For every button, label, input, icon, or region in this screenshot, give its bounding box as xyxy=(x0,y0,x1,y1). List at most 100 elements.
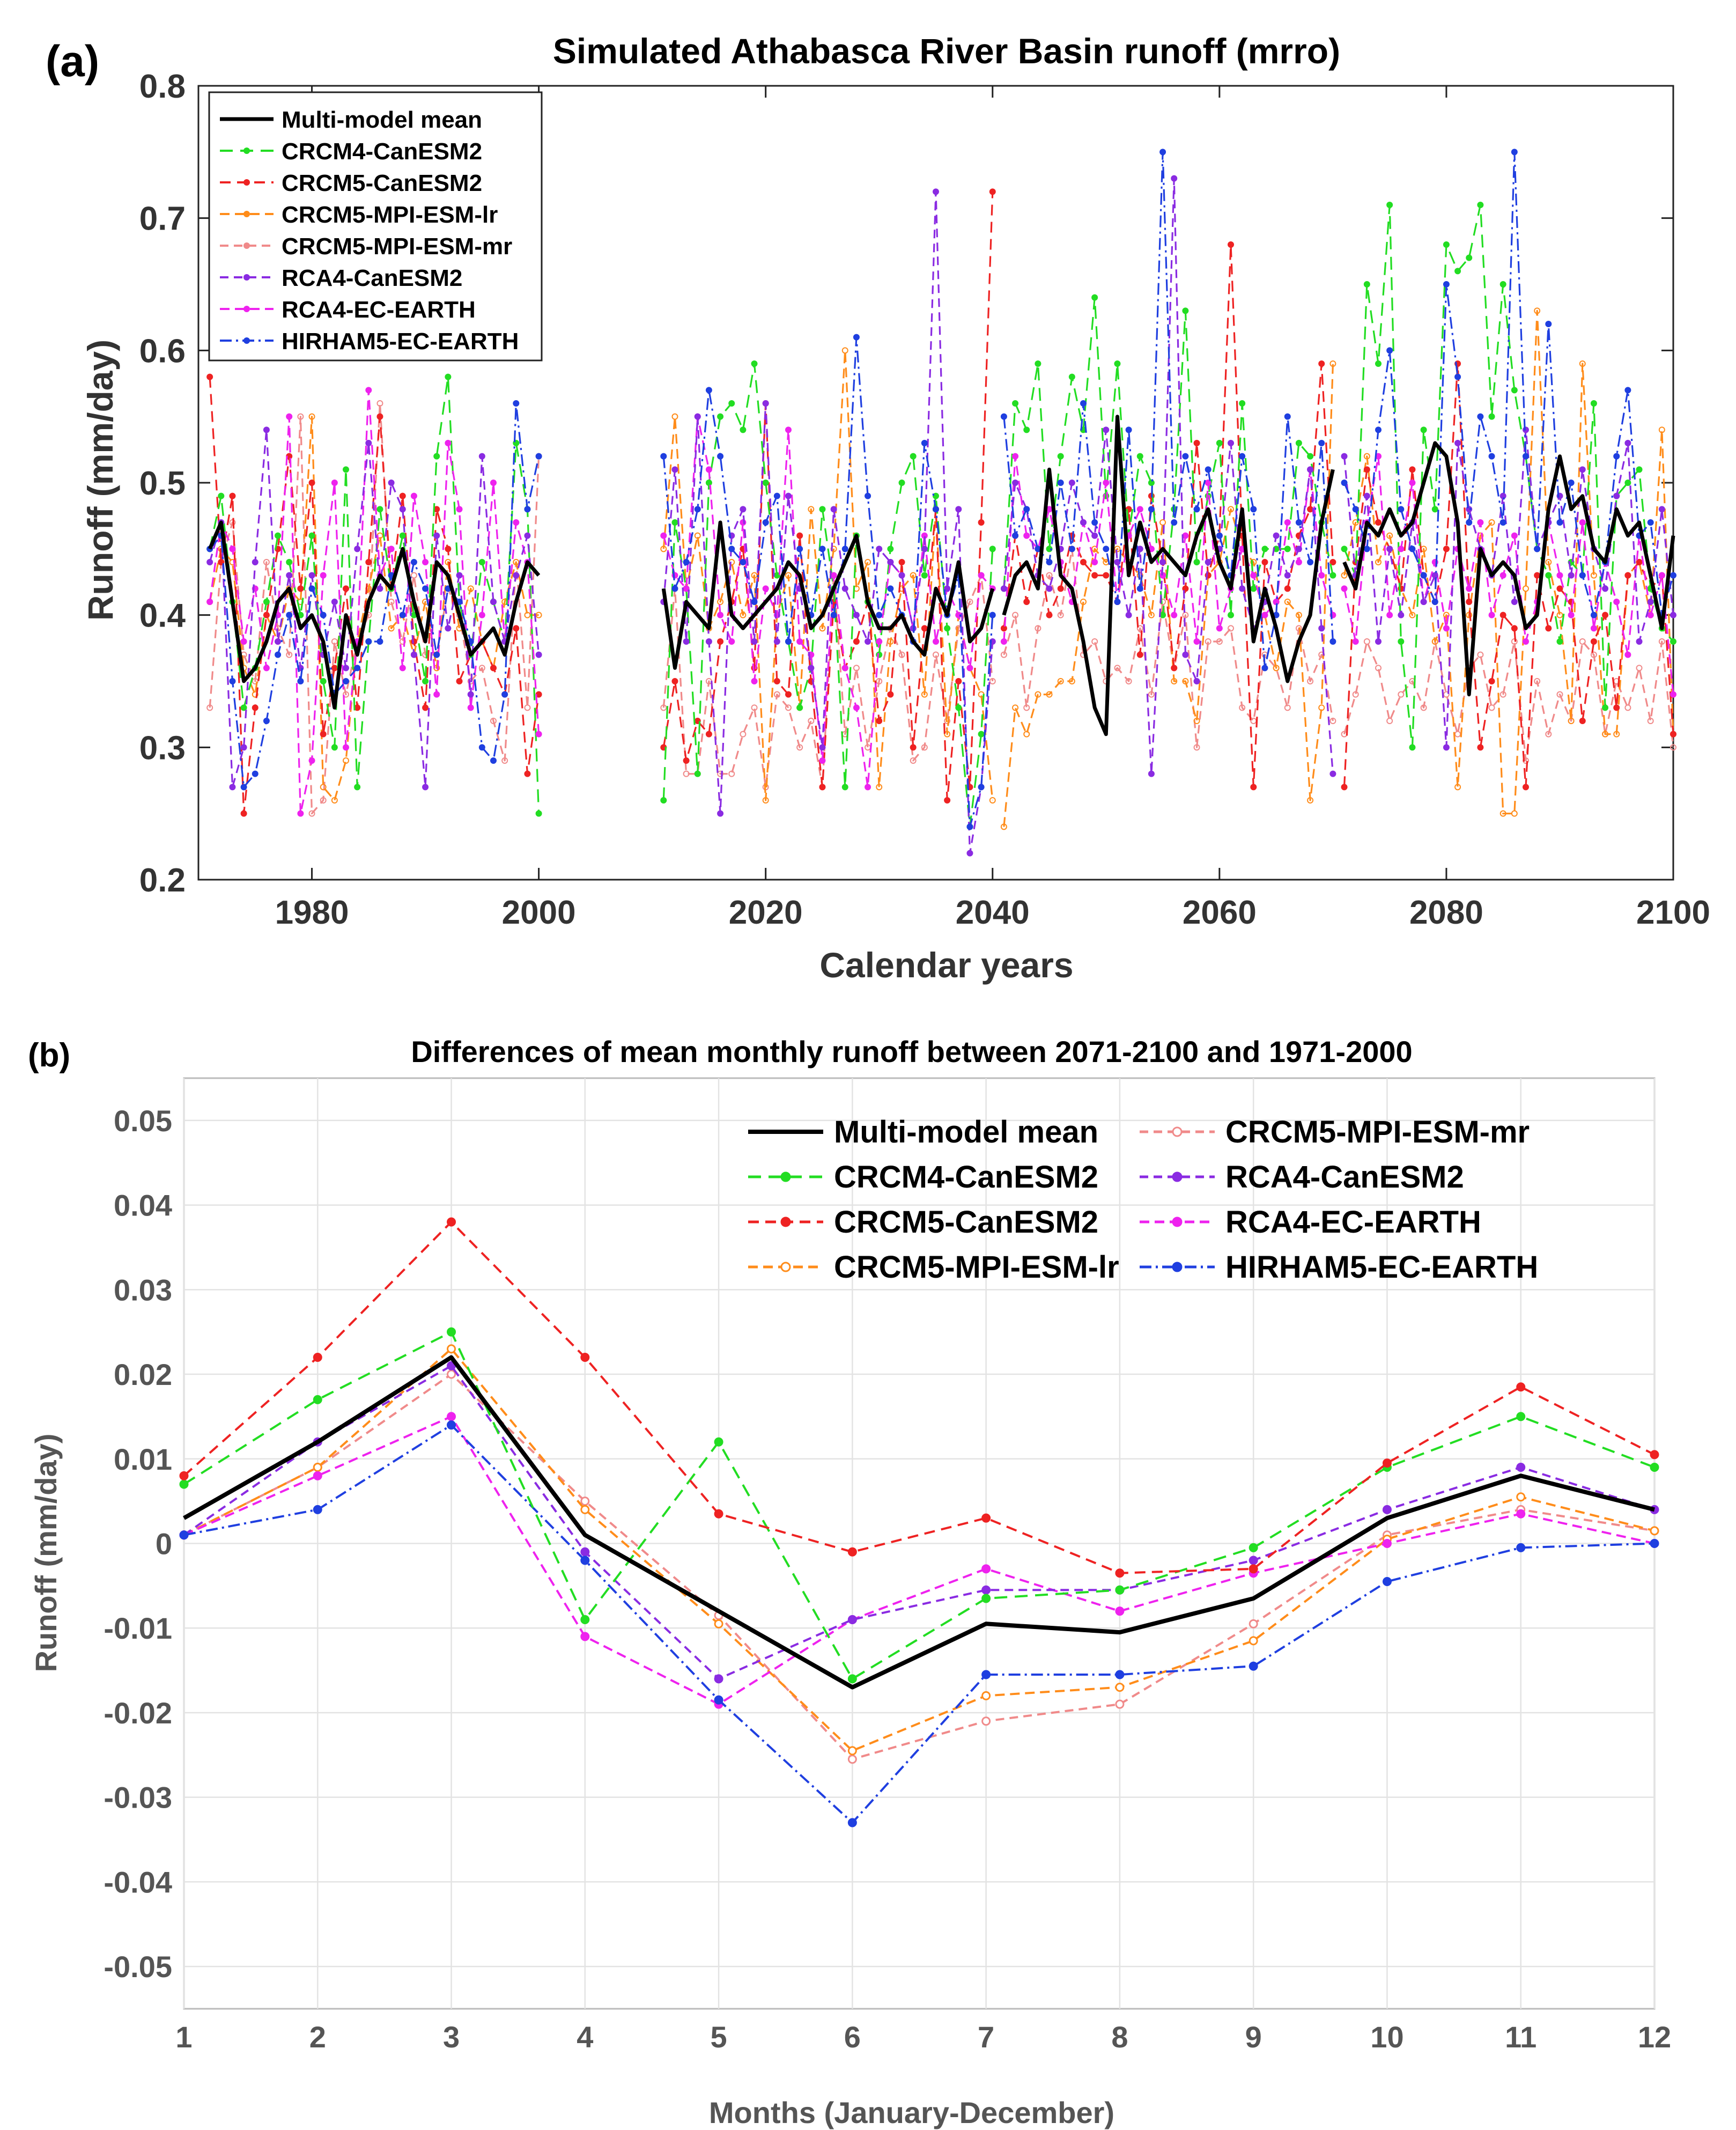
panel-a-point-crcm5-mpi-esm-mr xyxy=(1534,678,1541,684)
panel-a-point-hirham5-ec-earth xyxy=(1193,506,1200,513)
panel-b-legend-marker-rca4-canesm2 xyxy=(1172,1171,1183,1182)
panel-a-point-crcm5-mpi-esm-lr xyxy=(1091,546,1098,552)
panel-a-point-crcm5-canesm2 xyxy=(354,704,361,711)
panel-a-line-rca4-canesm2 xyxy=(662,190,994,854)
panel-a-point-hirham5-ec-earth xyxy=(1114,599,1121,605)
panel-a-point-hirham5-ec-earth xyxy=(343,678,349,684)
panel-b-line-crcm5-canesm2 xyxy=(183,1221,1655,1574)
panel-a-point-rca4-canesm2 xyxy=(865,638,871,645)
panel-a-point-rca4-canesm2 xyxy=(1398,611,1405,618)
panel-a-series-crcm4-canesm2 xyxy=(206,202,1676,830)
panel-b-point-crcm5-canesm2 xyxy=(1650,1450,1659,1460)
panel-b-point-crcm4-canesm2 xyxy=(1115,1585,1125,1595)
panel-a-point-rca4-ec-earth xyxy=(433,691,440,698)
panel-a-point-rca4-ec-earth xyxy=(490,480,497,486)
panel-b-point-crcm5-canesm2 xyxy=(1115,1568,1125,1578)
panel-a-point-rca4-canesm2 xyxy=(1239,585,1246,592)
panel-a-point-crcm5-mpi-esm-lr xyxy=(1046,691,1053,698)
panel-a-point-crcm5-mpi-esm-lr xyxy=(1000,823,1007,830)
panel-a-point-crcm5-mpi-esm-lr xyxy=(1511,810,1518,817)
panel-a-point-crcm5-canesm2 xyxy=(1534,572,1541,579)
panel-a-point-rca4-canesm2 xyxy=(1284,572,1291,579)
panel-a-xtick-label: 2080 xyxy=(1409,894,1483,931)
panel-a-point-crcm5-mpi-esm-lr xyxy=(1568,718,1575,724)
panel-a-point-rca4-canesm2 xyxy=(263,426,270,433)
panel-a-point-crcm5-canesm2 xyxy=(376,413,383,420)
panel-b-point-hirham5-ec-earth xyxy=(1650,1539,1659,1548)
panel-a-legend-label-crcm5-mpi-esm-lr: CRCM5-MPI-ESM-lr xyxy=(282,202,498,228)
panel-a-point-crcm5-canesm2 xyxy=(921,625,928,632)
panel-a-point-crcm5-canesm2 xyxy=(1171,665,1178,672)
panel-a-point-hirham5-ec-earth xyxy=(1159,149,1166,156)
panel-b-legend-marker-hirham5-ec-earth xyxy=(1172,1262,1183,1272)
panel-a-point-rca4-canesm2 xyxy=(331,599,338,605)
panel-b-series-hirham5-ec-earth xyxy=(179,1420,1659,1827)
panel-a-point-rca4-ec-earth xyxy=(1386,611,1393,618)
panel-a-point-crcm5-mpi-esm-lr xyxy=(1193,718,1200,724)
panel-b-point-crcm5-mpi-esm-mr xyxy=(580,1497,590,1506)
panel-a-point-crcm5-mpi-esm-lr xyxy=(388,625,395,632)
panel-a-line-crcm5-canesm2 xyxy=(209,377,540,815)
panel-a-point-hirham5-ec-earth xyxy=(524,506,531,513)
panel-b-point-hirham5-ec-earth xyxy=(981,1670,991,1679)
panel-a-line-hirham5-ec-earth xyxy=(662,336,994,828)
panel-a-point-rca4-ec-earth xyxy=(1579,519,1586,526)
panel-a-point-rca4-ec-earth xyxy=(865,784,871,791)
panel-a-point-hirham5-ec-earth xyxy=(1523,453,1529,460)
panel-a-point-rca4-canesm2 xyxy=(229,784,236,791)
panel-a-point-crcm5-canesm2 xyxy=(1284,585,1291,592)
panel-b-point-crcm4-canesm2 xyxy=(1650,1463,1659,1472)
panel-a-point-crcm4-canesm2 xyxy=(1670,638,1676,645)
panel-a-point-rca4-ec-earth xyxy=(1647,611,1654,618)
panel-a-point-crcm4-canesm2 xyxy=(955,704,962,711)
panel-a-point-crcm5-mpi-esm-lr xyxy=(1182,678,1189,684)
panel-a-point-crcm4-canesm2 xyxy=(978,731,985,738)
panel-a-point-crcm4-canesm2 xyxy=(1477,202,1484,208)
panel-a-point-hirham5-ec-earth xyxy=(1341,480,1348,486)
panel-a-point-rca4-ec-earth xyxy=(513,519,520,526)
panel-a-point-rca4-ec-earth xyxy=(1499,572,1506,579)
panel-a-point-rca4-canesm2 xyxy=(1363,492,1370,499)
panel-a-point-hirham5-ec-earth xyxy=(320,611,327,618)
panel-a-point-rca4-ec-earth xyxy=(1341,585,1348,592)
panel-a-point-hirham5-ec-earth xyxy=(478,744,485,751)
panel-b-point-crcm5-canesm2 xyxy=(447,1217,456,1227)
panel-a-point-crcm5-canesm2 xyxy=(1613,704,1620,711)
panel-a-point-crcm5-mpi-esm-lr xyxy=(467,585,474,592)
panel-a-point-crcm4-canesm2 xyxy=(1545,572,1552,579)
panel-a-point-crcm5-mpi-esm-mr xyxy=(1057,611,1064,618)
panel-b-point-hirham5-ec-earth xyxy=(1115,1670,1125,1679)
panel-b-point-crcm5-mpi-esm-lr xyxy=(847,1746,857,1756)
panel-a-point-hirham5-ec-earth xyxy=(1046,559,1053,565)
panel-a-point-crcm5-mpi-esm-lr xyxy=(751,572,758,579)
panel-a-point-crcm5-mpi-esm-lr xyxy=(1318,704,1325,711)
panel-a-point-hirham5-ec-earth xyxy=(410,559,417,565)
panel-a-point-crcm5-mpi-esm-mr xyxy=(921,744,928,751)
panel-b-xtick-label: 12 xyxy=(1638,2020,1671,2054)
panel-a-point-hirham5-ec-earth xyxy=(1182,453,1189,460)
panel-b-point-rca4-ec-earth xyxy=(1382,1539,1392,1548)
panel-a-point-crcm4-canesm2 xyxy=(1261,546,1268,552)
panel-a-point-crcm5-mpi-esm-mr xyxy=(1228,625,1234,632)
panel-a-point-rca4-canesm2 xyxy=(1375,638,1382,645)
panel-a-point-rca4-ec-earth xyxy=(1556,572,1563,579)
panel-a-point-rca4-canesm2 xyxy=(683,638,690,645)
panel-a-point-rca4-ec-earth xyxy=(933,638,939,645)
panel-a-point-crcm5-canesm2 xyxy=(229,492,236,499)
panel-a-point-rca4-canesm2 xyxy=(876,546,883,552)
panel-a-point-crcm5-canesm2 xyxy=(876,718,883,724)
panel-a-point-crcm5-mpi-esm-lr xyxy=(1556,611,1563,618)
panel-a-point-hirham5-ec-earth xyxy=(1250,506,1257,513)
panel-a-point-hirham5-ec-earth xyxy=(660,453,667,460)
panel-a-point-crcm4-canesm2 xyxy=(354,784,361,791)
panel-b-xtick-label: 9 xyxy=(1245,2020,1262,2054)
panel-a-point-crcm5-mpi-esm-lr xyxy=(671,413,678,420)
panel-a-point-crcm4-canesm2 xyxy=(445,373,452,380)
panel-a-point-rca4-canesm2 xyxy=(1670,611,1676,618)
panel-a-point-crcm5-mpi-esm-lr xyxy=(1443,611,1450,618)
panel-a-point-hirham5-ec-earth xyxy=(286,611,293,618)
panel-b-point-hirham5-ec-earth xyxy=(1516,1543,1526,1552)
panel-a-point-rca4-canesm2 xyxy=(410,651,417,658)
panel-a-point-hirham5-ec-earth xyxy=(887,585,894,592)
panel-a-point-crcm5-canesm2 xyxy=(671,678,678,684)
